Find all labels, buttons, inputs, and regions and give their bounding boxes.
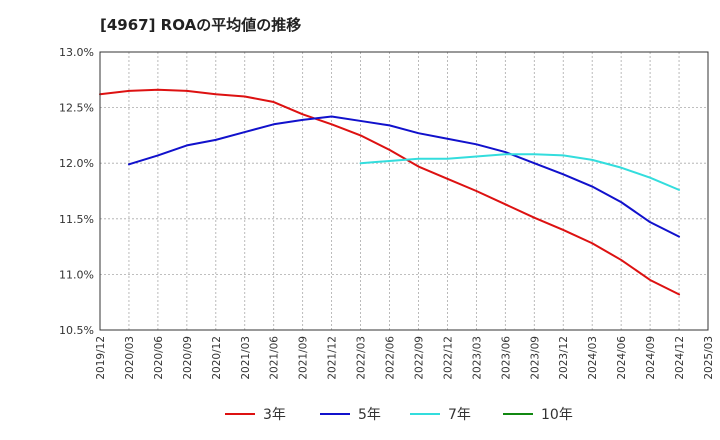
x-tick-label: 2023/03 (471, 336, 483, 380)
x-tick-label: 2024/12 (674, 336, 686, 380)
x-tick-label: 2021/06 (269, 336, 281, 380)
x-tick-label: 2024/09 (645, 336, 657, 380)
grid-lines (100, 52, 708, 330)
x-tick-label: 2023/12 (558, 336, 570, 380)
x-tick-label: 2019/12 (95, 336, 107, 380)
series-line-3年 (99, 88, 681, 296)
plot-frame (99, 51, 709, 331)
x-tick-label: 2020/06 (153, 336, 165, 380)
chart-title: [4967] ROAの平均値の推移 (100, 16, 302, 34)
x-tick-label: 2020/03 (124, 336, 136, 380)
x-tick-label: 2023/09 (529, 336, 541, 380)
y-tick-label: 13.0% (59, 46, 94, 59)
x-tick-label: 2023/06 (500, 336, 512, 380)
x-tick-label: 2022/09 (413, 336, 425, 380)
series-line-7年 (359, 153, 681, 191)
legend: 3年 5年 7年 10年 (225, 407, 573, 423)
x-tick-label: 2025/03 (703, 336, 715, 380)
y-axis-ticks: 10.5% 11.0% 11.5% 12.0% 12.5% 13.0% (59, 46, 94, 337)
x-tick-label: 2022/03 (356, 336, 368, 380)
x-tick-label: 2022/06 (385, 336, 397, 380)
x-tick-label: 2021/09 (298, 336, 310, 380)
x-tick-label: 2024/06 (616, 336, 628, 380)
x-tick-label: 2020/09 (182, 336, 194, 380)
x-tick-label: 2021/12 (327, 336, 339, 380)
x-tick-label: 2022/12 (442, 336, 454, 380)
x-tick-label: 2021/03 (240, 336, 252, 380)
x-axis-ticks: 2019/12 2020/03 2020/06 2020/09 2020/12 2021/… (95, 336, 715, 380)
series-lines (99, 88, 681, 296)
y-tick-label: 10.5% (59, 324, 94, 337)
y-tick-label: 11.0% (59, 268, 94, 281)
x-tick-label: 2020/12 (211, 336, 223, 380)
legend-label: 7年 (448, 407, 471, 423)
legend-label: 5年 (358, 407, 381, 423)
legend-label: 10年 (541, 407, 573, 423)
series-line-5年 (127, 115, 681, 238)
y-tick-label: 12.0% (59, 157, 94, 170)
legend-label: 3年 (263, 407, 286, 423)
x-tick-label: 2024/03 (587, 336, 599, 380)
y-tick-label: 12.5% (59, 102, 94, 115)
y-tick-label: 11.5% (59, 213, 94, 226)
